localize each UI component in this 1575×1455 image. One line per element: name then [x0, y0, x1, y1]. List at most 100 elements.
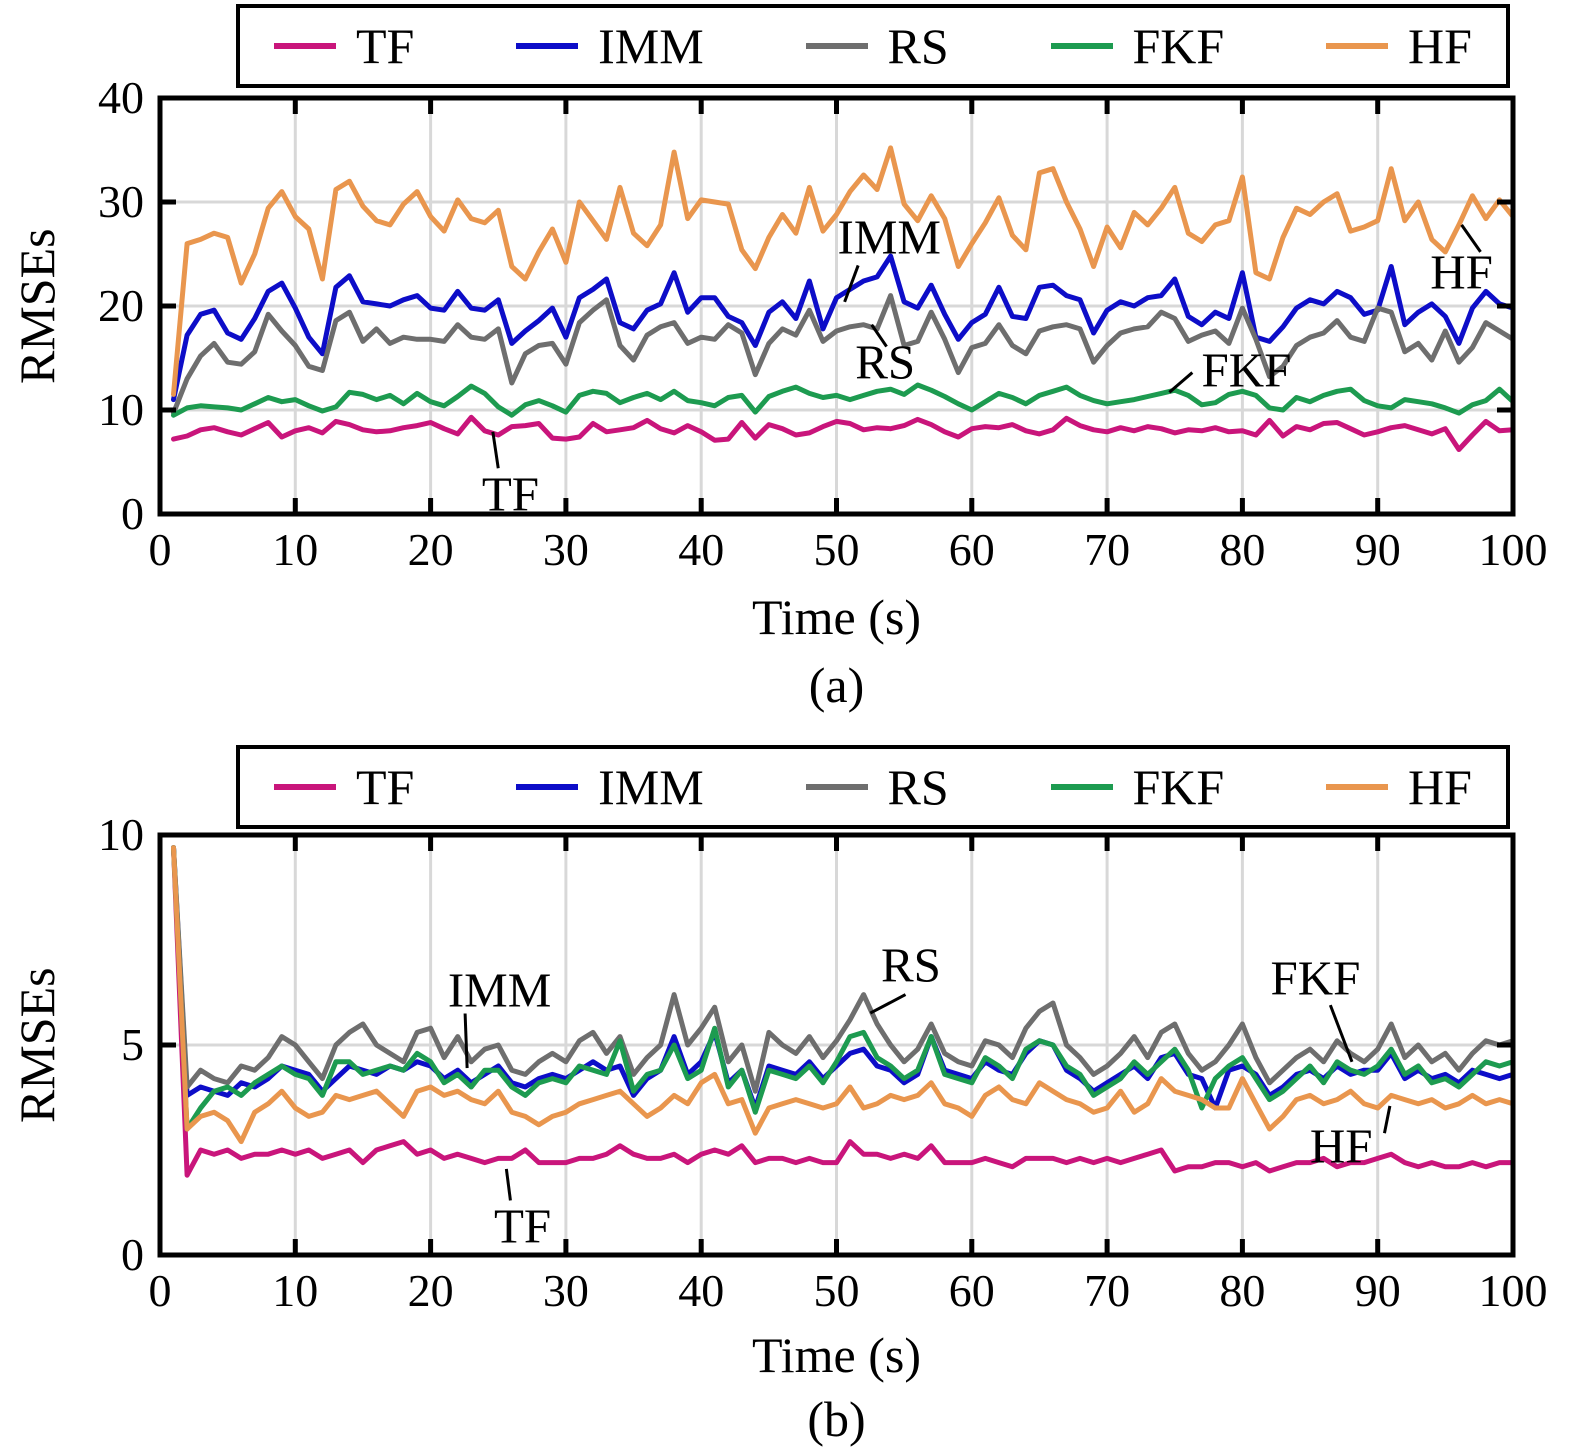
legend-label-fkf: FKF	[1132, 759, 1225, 815]
x-tick-label: 90	[1354, 524, 1401, 575]
x-tick-label: 80	[1219, 1265, 1266, 1316]
annotation-leader-hf	[1460, 224, 1482, 253]
x-tick-label: 40	[678, 524, 725, 575]
x-tick-label: 50	[813, 1265, 860, 1316]
series-line-hf	[171, 845, 1516, 1145]
series-line-tf	[171, 414, 1516, 452]
legend-swatch-tf	[274, 784, 336, 790]
x-tick-label: 40	[678, 1265, 725, 1316]
legend-label-rs: RS	[887, 18, 949, 74]
legend-box-a: TF IMM RS FKF HF	[236, 4, 1510, 88]
legend-swatch-fkf	[1050, 784, 1113, 790]
x-tick-label: 20	[407, 524, 454, 575]
legend-label-rs: RS	[887, 759, 949, 815]
chart-svg	[157, 95, 1516, 517]
legend-label-hf: HF	[1408, 759, 1472, 815]
legend-box-b: TF IMM RS FKF HF	[236, 745, 1510, 829]
x-tick-label: 0	[148, 524, 172, 575]
legend-swatch-tf	[274, 43, 336, 49]
panel-label-a: (a)	[808, 657, 865, 713]
legend-swatch-imm	[516, 43, 579, 49]
annotation-leader-rs	[869, 993, 907, 1015]
annotation-fkf: FKF	[1201, 342, 1292, 398]
y-tick-label: 0	[121, 1229, 144, 1280]
legend-item-rs: RS	[805, 759, 949, 815]
legend-item-imm: IMM	[516, 762, 704, 812]
annotation-rs: RS	[855, 334, 916, 390]
series-line-rs	[171, 293, 1516, 416]
y-tick-label: 10	[98, 809, 144, 860]
legend-item-tf: TF	[274, 762, 414, 812]
series-line-tf	[171, 845, 1516, 1178]
legend-swatch-hf	[1326, 784, 1389, 790]
legend-swatch-imm	[516, 784, 579, 790]
series-line-hf	[171, 145, 1516, 397]
annotation-leader-imm	[843, 264, 860, 303]
x-tick-label: 20	[407, 1265, 454, 1316]
x-tick-label: 50	[813, 524, 860, 575]
series-line-rs	[171, 845, 1516, 1094]
x-tick-label: 60	[948, 524, 995, 575]
x-tick-label: 100	[1478, 524, 1548, 575]
y-tick-label: 10	[98, 384, 144, 435]
y-tick-label: 5	[121, 1019, 144, 1070]
x-tick-label: 30	[542, 524, 589, 575]
annotation-leader-fkf	[1168, 371, 1194, 394]
legend-swatch-rs	[805, 784, 868, 790]
legend-item-fkf: FKF	[1050, 759, 1225, 815]
x-tick-label: 10	[272, 524, 319, 575]
annotation-tf: TF	[494, 1198, 552, 1254]
legend-swatch-hf	[1326, 43, 1389, 49]
legend-item-tf: TF	[274, 21, 414, 71]
y-tick-label: 40	[98, 72, 144, 123]
annotation-hf: HF	[1309, 1118, 1373, 1174]
annotation-tf: TF	[481, 466, 540, 522]
plot-area-a: 0 10 20 30 40 0 10 20 30 40 50 60 70 80 90 100 TF IMM RS FK…	[98, 72, 1548, 575]
legend-item-imm: IMM	[516, 21, 704, 71]
y-tick-label: 0	[121, 488, 144, 539]
y-tick-label: 20	[98, 280, 144, 331]
annotation-leader-rs	[870, 323, 888, 348]
legend-label-tf: TF	[356, 759, 415, 815]
legend-swatch-rs	[805, 43, 868, 49]
annotation-hf: HF	[1430, 244, 1493, 300]
legend-label-fkf: FKF	[1132, 18, 1225, 74]
legend-item-hf: HF	[1326, 21, 1472, 71]
annotation-imm: IMM	[837, 209, 941, 265]
legend-item-hf: HF	[1326, 762, 1472, 812]
x-tick-label: 70	[1084, 1265, 1131, 1316]
legend-label-tf: TF	[356, 18, 415, 74]
x-tick-label: 90	[1354, 1265, 1401, 1316]
series-line-fkf	[171, 382, 1516, 418]
legend-label-imm: IMM	[598, 759, 704, 815]
x-axis-label-a: Time (s)	[751, 589, 922, 645]
y-tick-label: 30	[98, 176, 144, 227]
legend-swatch-fkf	[1050, 43, 1113, 49]
x-tick-label: 10	[272, 1265, 319, 1316]
annotation-fkf: FKF	[1270, 950, 1361, 1006]
annotation-rs: RS	[880, 937, 941, 993]
chart-svg	[157, 832, 1516, 1258]
plot-area-b: 0 5 10 0 10 20 30 40 50 60 70 80 90 100 IMM RS FKF HF TF	[98, 809, 1548, 1316]
x-axis-label-b: Time (s)	[751, 1327, 922, 1383]
panel-label-b: (b)	[807, 1391, 866, 1447]
x-tick-label: 0	[148, 1265, 172, 1316]
x-tick-label: 60	[948, 1265, 995, 1316]
x-tick-label: 30	[542, 1265, 589, 1316]
annotation-leader-imm	[463, 1013, 469, 1069]
series-line-imm	[171, 253, 1516, 403]
annotation-imm: IMM	[447, 962, 552, 1018]
x-tick-label: 80	[1219, 524, 1266, 575]
legend-item-rs: RS	[805, 18, 949, 74]
legend-label-imm: IMM	[598, 18, 704, 74]
annotation-leader-tf	[491, 431, 500, 469]
series-line-fkf	[171, 845, 1516, 1132]
x-tick-label: 70	[1084, 524, 1131, 575]
annotation-leader-tf	[504, 1168, 512, 1201]
annotation-leader-hf	[1382, 1105, 1392, 1134]
x-tick-label: 100	[1478, 1265, 1548, 1316]
legend-label-hf: HF	[1408, 18, 1472, 74]
annotation-leader-fkf	[1328, 1004, 1354, 1063]
legend-item-fkf: FKF	[1050, 18, 1225, 74]
